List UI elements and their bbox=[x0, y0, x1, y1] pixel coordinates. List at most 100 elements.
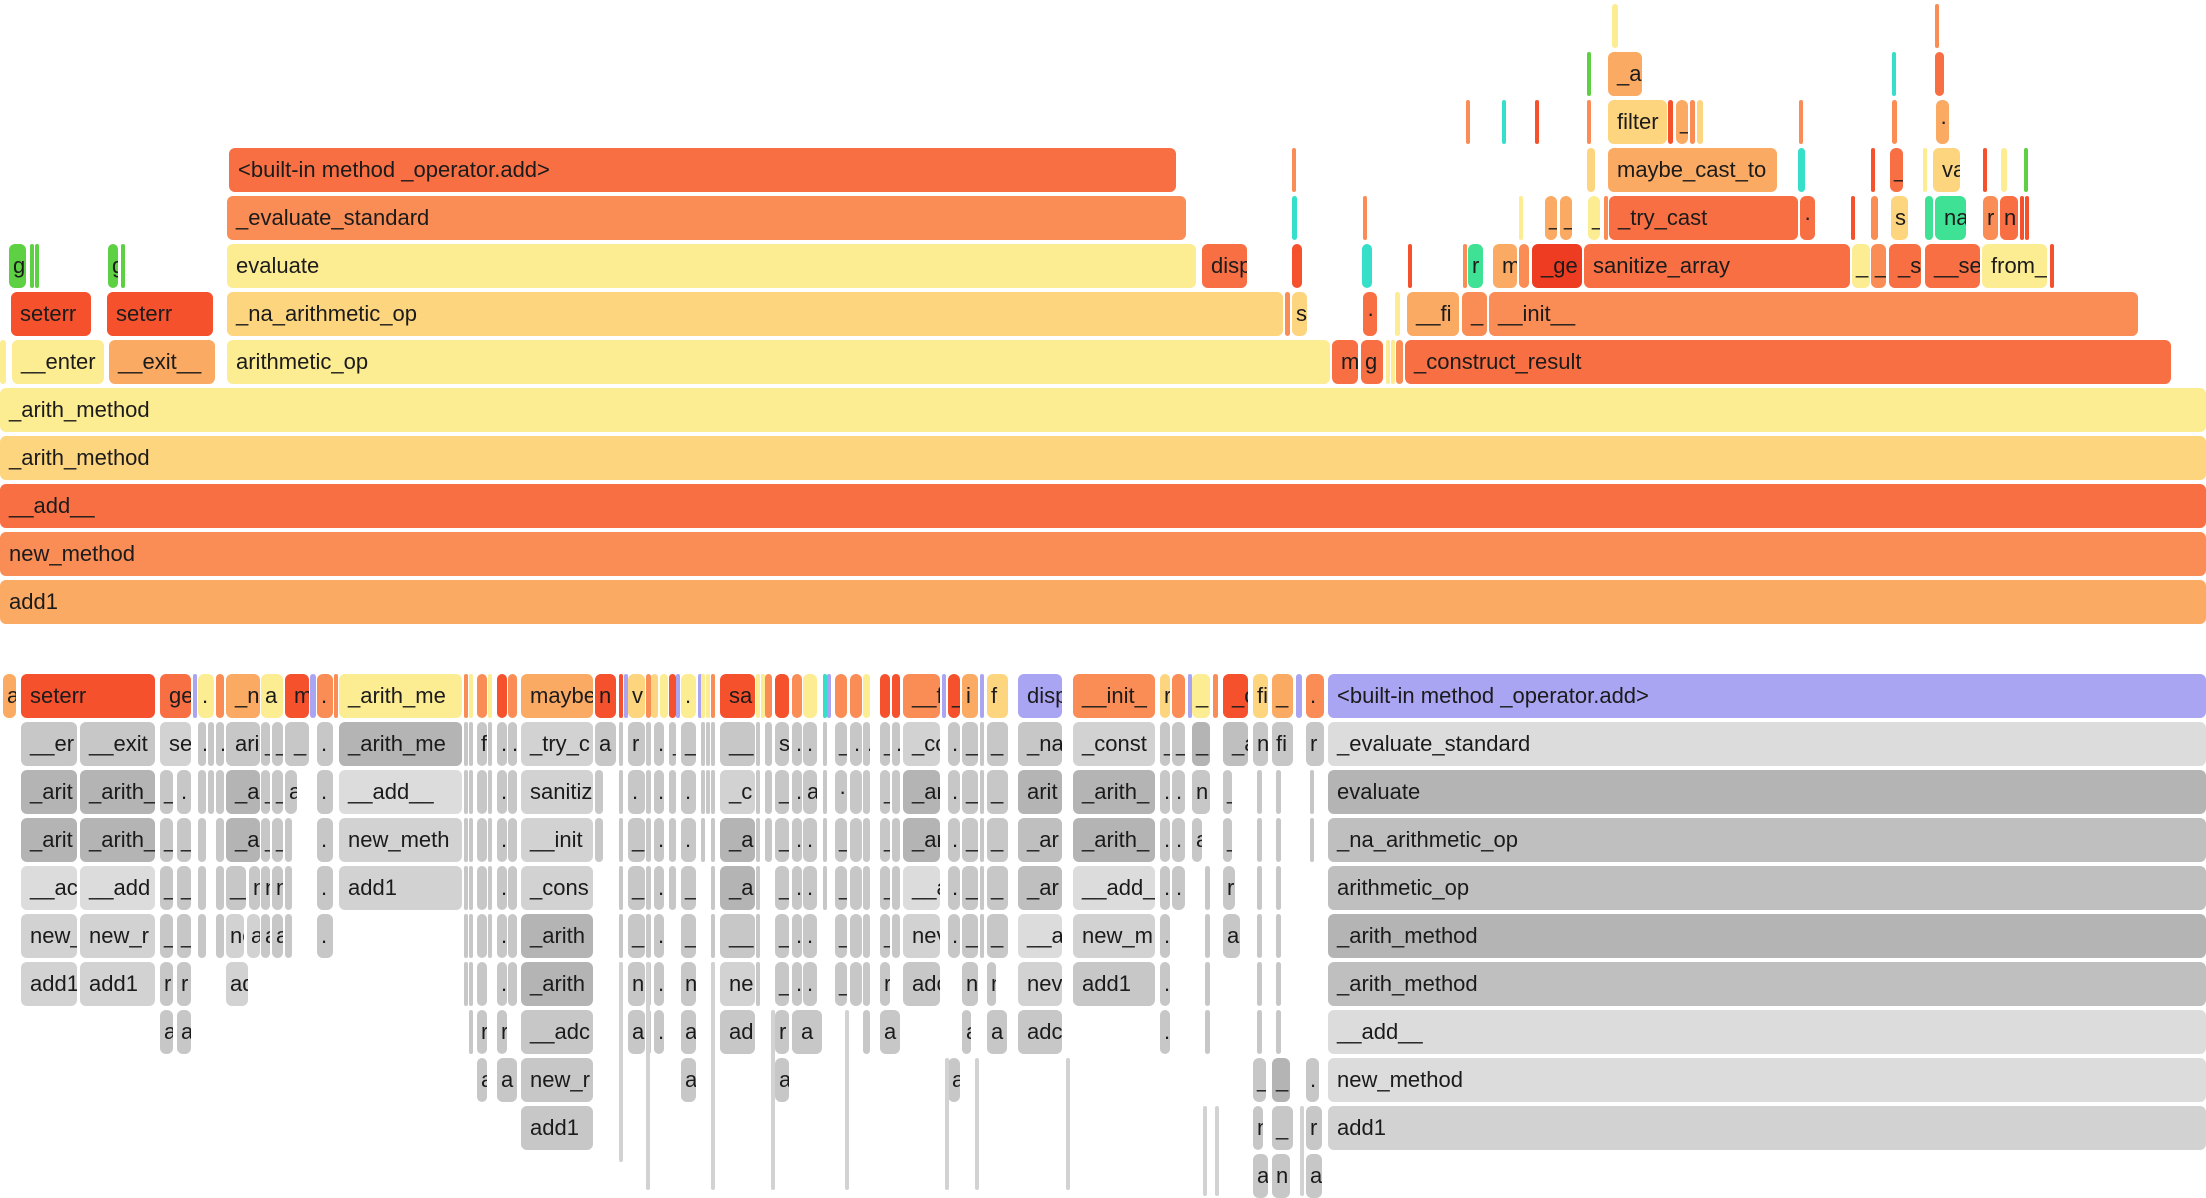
flame-frame[interactable]: _ bbox=[177, 818, 191, 862]
flame-frame[interactable]: . bbox=[803, 722, 817, 766]
flame-frame[interactable]: _ bbox=[261, 770, 270, 814]
flame-frame[interactable]: · bbox=[1363, 292, 1377, 336]
column-sliver[interactable] bbox=[1215, 1106, 1219, 1196]
flame-frame[interactable]: . bbox=[948, 722, 960, 766]
flame-frame[interactable]: _ bbox=[1560, 196, 1572, 240]
flame-frame[interactable] bbox=[216, 770, 224, 814]
flame-frame[interactable] bbox=[1386, 340, 1390, 384]
flame-frame[interactable]: g bbox=[9, 244, 26, 288]
flame-frame[interactable]: s bbox=[775, 722, 789, 766]
flame-frame[interactable]: n bbox=[2000, 196, 2018, 240]
flame-frame[interactable]: · bbox=[1800, 196, 1815, 240]
flame-frame[interactable] bbox=[488, 674, 492, 718]
flame-frame[interactable] bbox=[698, 674, 702, 718]
flame-frame[interactable] bbox=[1172, 674, 1185, 718]
flame-frame[interactable] bbox=[980, 722, 984, 766]
flame-frame[interactable] bbox=[334, 674, 338, 718]
flame-frame[interactable] bbox=[651, 674, 658, 718]
flame-frame[interactable] bbox=[1925, 196, 1933, 240]
flame-frame[interactable] bbox=[669, 866, 676, 910]
flame-frame[interactable] bbox=[765, 722, 772, 766]
flame-frame[interactable] bbox=[1697, 100, 1703, 144]
flame-frame[interactable]: a bbox=[160, 1010, 173, 1054]
column-sliver[interactable] bbox=[619, 962, 623, 1162]
flame-frame[interactable]: _arit bbox=[21, 818, 77, 862]
flame-frame[interactable] bbox=[1205, 1010, 1210, 1054]
flame-frame[interactable] bbox=[488, 722, 492, 766]
flame-frame[interactable] bbox=[892, 866, 900, 910]
flame-frame[interactable] bbox=[477, 914, 487, 958]
flame-frame[interactable]: . bbox=[1160, 866, 1170, 910]
flame-frame[interactable]: adc bbox=[903, 962, 940, 1006]
flame-frame[interactable]: _ bbox=[681, 722, 696, 766]
flame-frame[interactable] bbox=[892, 914, 900, 958]
flame-frame[interactable] bbox=[216, 818, 224, 862]
flame-frame[interactable] bbox=[850, 962, 862, 1006]
flame-frame[interactable] bbox=[477, 962, 487, 1006]
flame-frame[interactable]: _ bbox=[880, 914, 890, 958]
flame-frame[interactable] bbox=[1188, 674, 1192, 718]
flame-frame[interactable]: . bbox=[948, 770, 960, 814]
flame-frame[interactable]: _a bbox=[226, 770, 260, 814]
flame-frame[interactable] bbox=[1257, 866, 1262, 910]
flame-frame[interactable] bbox=[1257, 818, 1262, 862]
flame-frame[interactable] bbox=[1276, 962, 1281, 1006]
flame-frame[interactable] bbox=[1396, 340, 1403, 384]
flame-frame[interactable]: . bbox=[497, 962, 507, 1006]
flame-frame[interactable]: . bbox=[317, 914, 333, 958]
flame-frame[interactable] bbox=[619, 866, 623, 910]
flame-frame[interactable] bbox=[624, 674, 628, 718]
flame-frame[interactable]: adc bbox=[1018, 1010, 1062, 1054]
flame-frame[interactable]: a bbox=[177, 1010, 191, 1054]
flame-frame[interactable]: . bbox=[681, 770, 696, 814]
flame-frame[interactable]: _ bbox=[160, 914, 173, 958]
flame-frame[interactable] bbox=[761, 674, 765, 718]
flame-frame[interactable] bbox=[765, 674, 772, 718]
flame-frame[interactable]: _ bbox=[880, 818, 890, 862]
flame-frame[interactable]: _ bbox=[775, 866, 789, 910]
flame-frame[interactable]: _ bbox=[835, 914, 847, 958]
flame-frame[interactable] bbox=[208, 722, 214, 766]
flame-frame[interactable]: _ bbox=[160, 818, 173, 862]
flame-frame[interactable] bbox=[198, 770, 206, 814]
flame-frame[interactable] bbox=[216, 866, 224, 910]
flame-frame[interactable]: . bbox=[681, 818, 696, 862]
flame-frame[interactable]: __adc bbox=[521, 1010, 593, 1054]
flame-frame[interactable] bbox=[1587, 148, 1595, 192]
flame-frame[interactable]: _ bbox=[272, 818, 283, 862]
flame-frame[interactable]: _c bbox=[720, 770, 755, 814]
flame-frame[interactable] bbox=[1213, 674, 1218, 718]
flame-frame[interactable] bbox=[488, 770, 492, 814]
flame-frame[interactable]: . bbox=[803, 962, 817, 1006]
flame-frame[interactable]: _ bbox=[177, 914, 191, 958]
flame-frame[interactable]: . bbox=[948, 818, 960, 862]
flame-frame[interactable]: _ bbox=[835, 866, 847, 910]
flame-frame[interactable]: a bbox=[792, 1010, 822, 1054]
flame-frame[interactable]: r bbox=[477, 1010, 487, 1054]
flame-frame[interactable]: . bbox=[1160, 914, 1170, 958]
flame-frame[interactable]: _ bbox=[775, 770, 789, 814]
flame-frame[interactable]: a bbox=[3, 674, 16, 718]
flame-frame[interactable]: a bbox=[1223, 914, 1240, 958]
flame-frame[interactable]: . bbox=[654, 722, 664, 766]
flame-frame[interactable] bbox=[850, 818, 862, 862]
flame-frame[interactable] bbox=[619, 914, 623, 958]
flame-frame[interactable]: evaluate bbox=[1328, 770, 2206, 814]
flame-frame[interactable]: r bbox=[775, 1010, 789, 1054]
flame-frame[interactable] bbox=[711, 674, 715, 718]
flame-frame[interactable]: . bbox=[803, 866, 817, 910]
flame-frame[interactable]: g bbox=[108, 244, 118, 288]
flame-frame[interactable]: a bbox=[477, 1058, 487, 1102]
flame-frame[interactable]: . bbox=[681, 674, 696, 718]
flame-frame[interactable] bbox=[285, 866, 292, 910]
flame-frame[interactable]: a bbox=[1306, 1154, 1322, 1198]
flame-frame[interactable]: v bbox=[628, 674, 645, 718]
flame-frame[interactable]: na bbox=[1935, 196, 1966, 240]
flame-frame[interactable] bbox=[1391, 340, 1395, 384]
flame-frame[interactable]: add1 bbox=[0, 580, 2206, 624]
flame-frame[interactable]: _a bbox=[1223, 722, 1248, 766]
flame-frame[interactable]: _ bbox=[835, 722, 847, 766]
flame-frame[interactable]: __a bbox=[903, 866, 940, 910]
flame-frame[interactable] bbox=[827, 674, 831, 718]
flame-frame[interactable]: disp bbox=[1202, 244, 1247, 288]
